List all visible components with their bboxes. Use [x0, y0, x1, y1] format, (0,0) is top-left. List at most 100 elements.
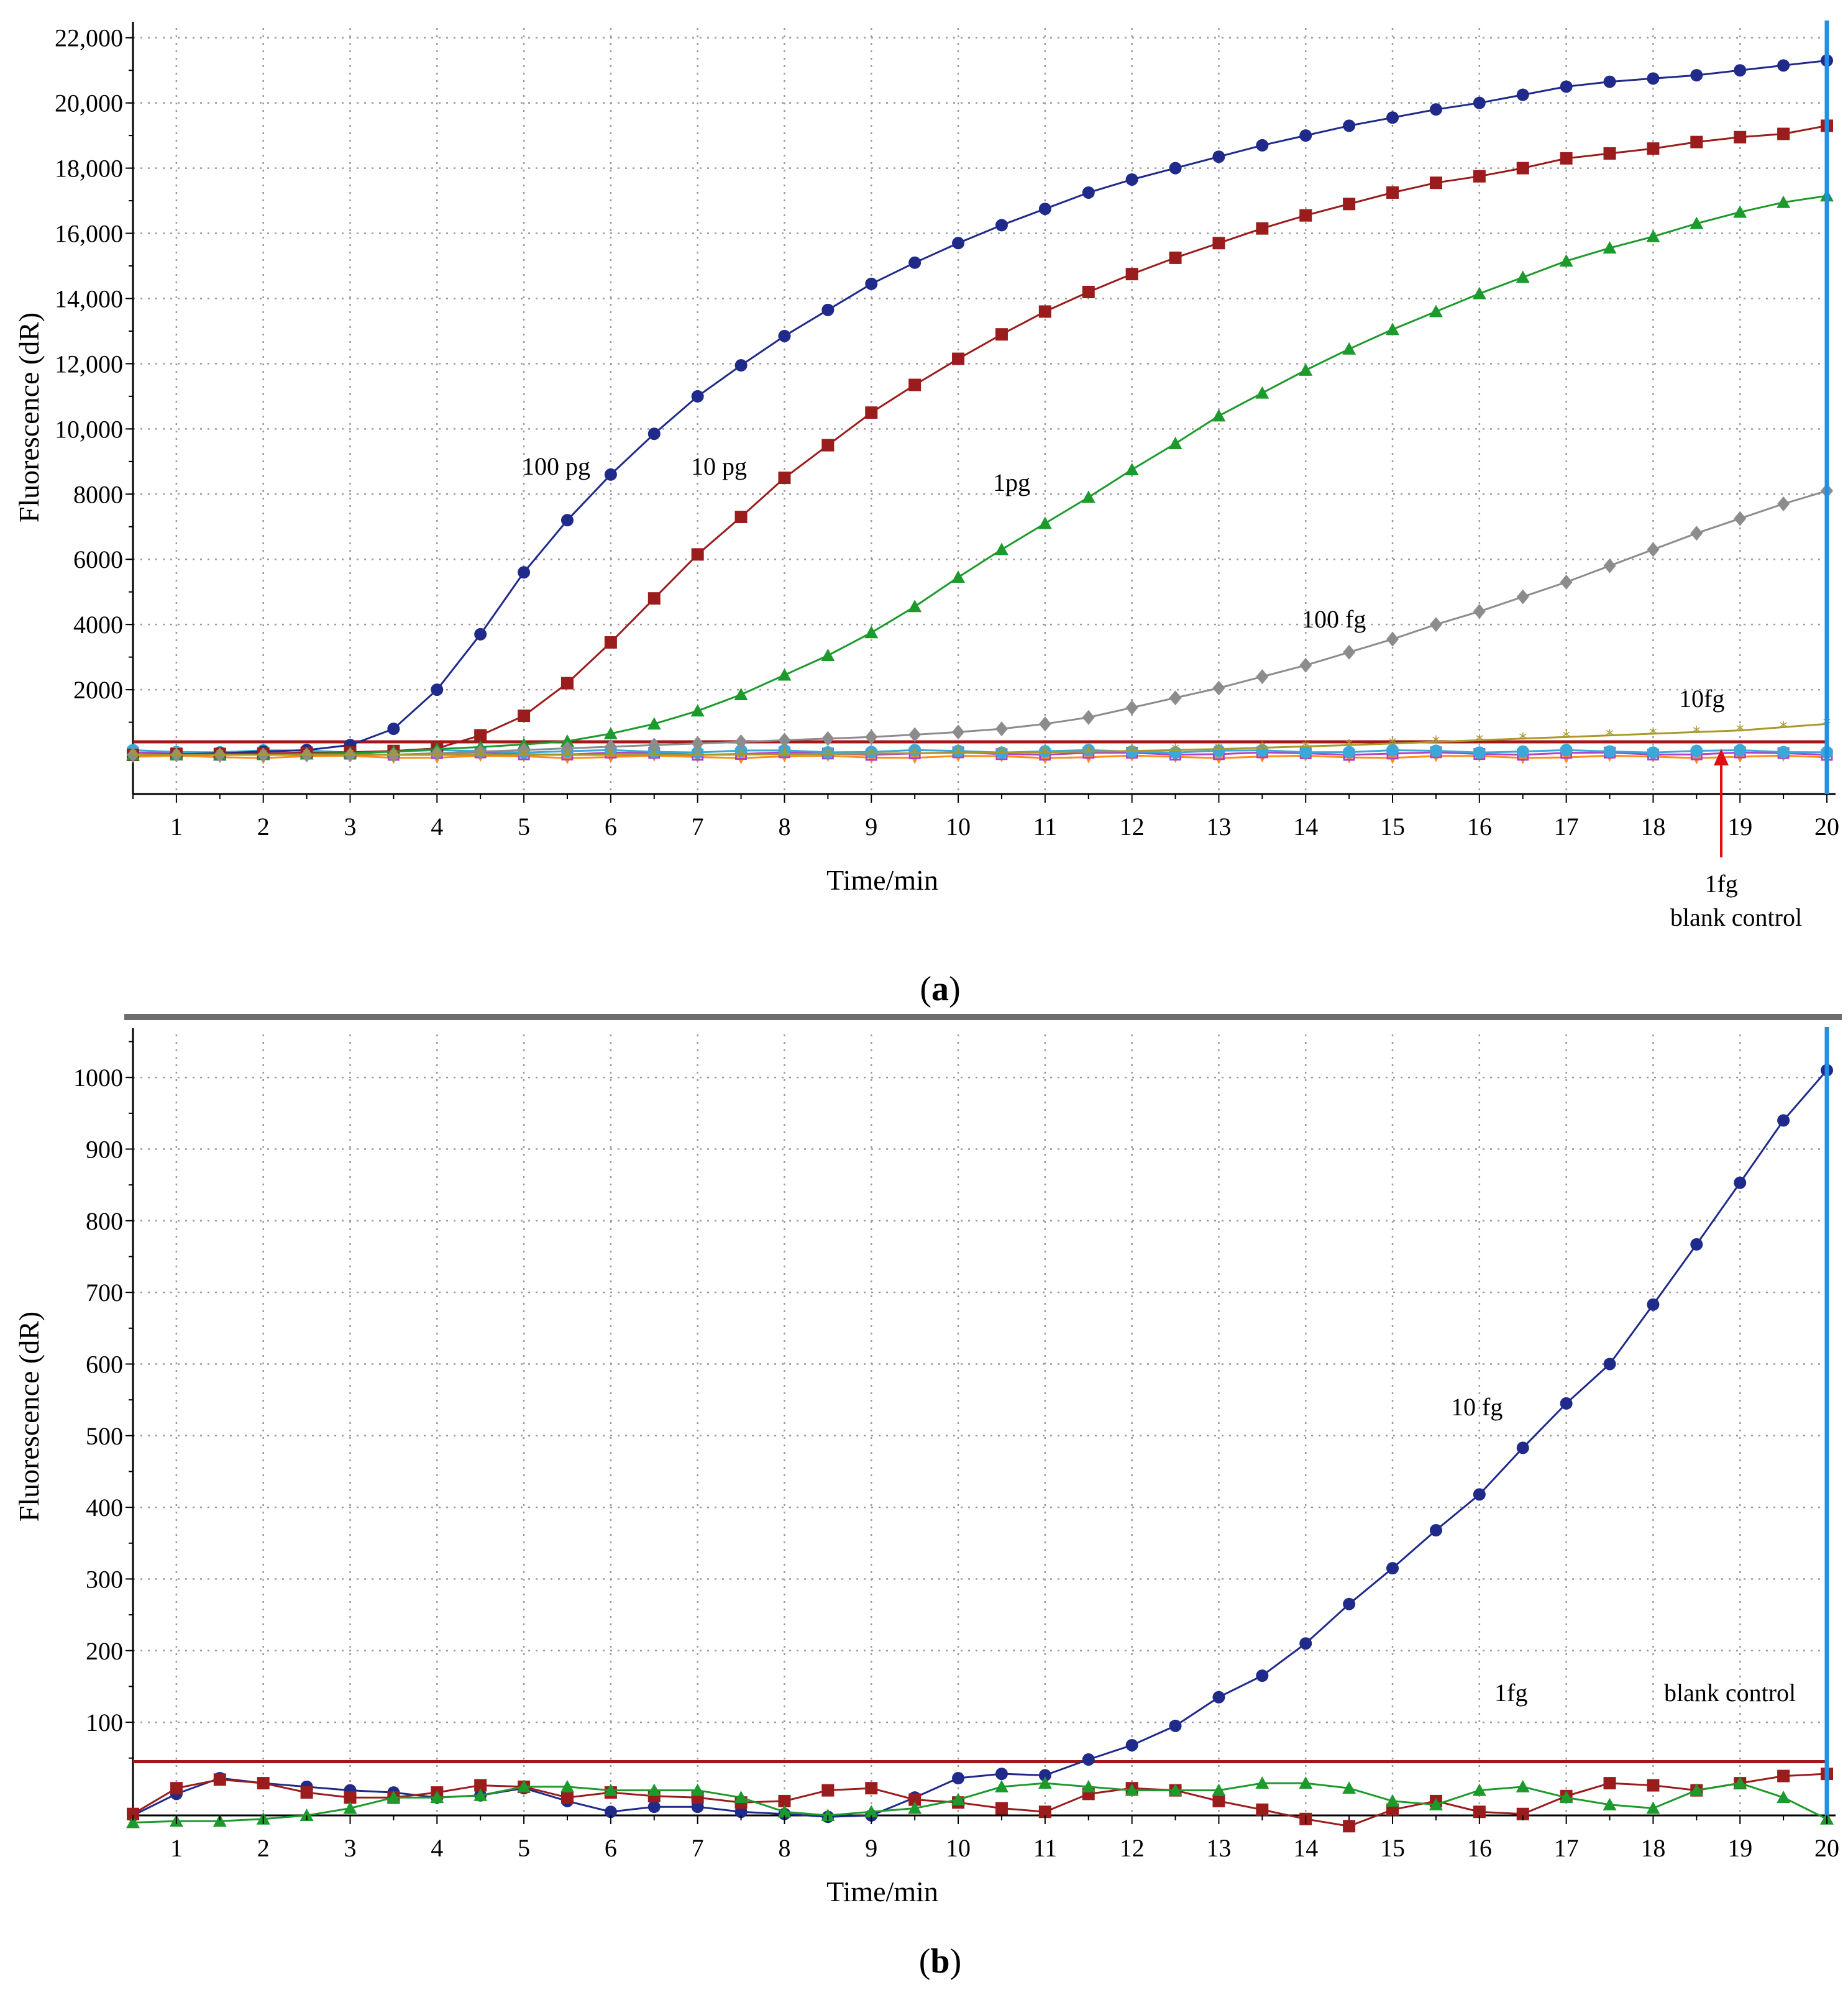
series-point-100-fg — [604, 739, 617, 754]
series-point-blank-control — [1429, 1797, 1443, 1810]
series-point-blank-control — [473, 1788, 488, 1801]
annotation-100fg: 100 fg — [1302, 605, 1366, 633]
series-point-10fg: * — [563, 746, 571, 765]
annotation-b-1fg: 1fg — [1494, 1679, 1527, 1707]
series-point-1pg — [1038, 516, 1052, 529]
chartb-xtick-label-1: 1 — [170, 1834, 183, 1862]
series-point-10-pg — [1777, 127, 1790, 140]
series-point-1pg — [734, 687, 748, 700]
series-point-10fg: * — [129, 746, 137, 765]
series-point-10-pg — [647, 592, 661, 605]
annotation-10pg: 10 pg — [691, 452, 747, 480]
chartb-xtick-label-9: 9 — [865, 1834, 877, 1862]
series-point-10fg: * — [1389, 735, 1397, 754]
series-point-1pg — [560, 734, 574, 747]
series-point-10fg: * — [650, 746, 658, 765]
series-point-10fg: * — [520, 746, 528, 765]
series-point-10fg: * — [477, 746, 485, 765]
series-point-100-fg — [995, 721, 1008, 737]
series-point-1pg — [1125, 462, 1139, 475]
series-point-100-pg — [691, 390, 704, 403]
series-point-10fg: * — [1519, 730, 1527, 749]
series-point-10fg: * — [1780, 718, 1788, 737]
series-point-10-pg — [1299, 209, 1312, 222]
panel-label-a: (a) — [920, 970, 960, 1008]
series-point-1pg — [647, 717, 661, 730]
series-point-1fg — [821, 1784, 835, 1797]
charta-xtick-label-19: 19 — [1727, 813, 1752, 841]
series-point-100-pg — [952, 237, 965, 250]
series-point-100-fg — [1256, 669, 1269, 685]
series-point-blank-control — [1690, 1783, 1704, 1796]
series-point-100-pg — [1560, 80, 1573, 93]
series-point-10-fg — [995, 1768, 1008, 1781]
series-point-1fg-2 — [952, 744, 965, 757]
series-point-10-pg — [691, 548, 704, 561]
series-point-blank-control — [1777, 1791, 1791, 1804]
charta-ytick-label-2000: 2000 — [73, 676, 123, 704]
series-point-100-fg — [1125, 700, 1138, 715]
chart-b-annotations: 10 fg 1fg blank control — [1451, 1393, 1796, 1707]
series-point-1pg — [1429, 304, 1443, 317]
series-point-100-fg — [1777, 496, 1790, 512]
series-point-blank-control — [1168, 1783, 1182, 1796]
series-point-100-fg — [821, 731, 835, 746]
series-point-100-pg — [995, 219, 1008, 232]
series-point-blank-control — [1603, 1797, 1617, 1810]
series-point-100-fg — [1082, 710, 1095, 725]
charta-xtick-label-20: 20 — [1814, 813, 1839, 841]
series-point-10fg: * — [1562, 728, 1570, 747]
series-point-1fg-2 — [1212, 744, 1225, 757]
series-point-100-pg — [821, 303, 835, 316]
chartb-ytick-label-1000: 1000 — [73, 1064, 123, 1092]
series-point-1pg — [690, 704, 705, 717]
series-point-1pg — [1690, 216, 1704, 229]
series-point-blank-control — [126, 1815, 140, 1828]
annotation-blank-control: blank control — [1670, 903, 1802, 931]
series-point-1fg-2 — [1603, 745, 1616, 758]
series-point-10fg: * — [433, 746, 441, 765]
chartb-xtick-label-7: 7 — [692, 1834, 704, 1862]
series-point-10fg: * — [1432, 733, 1440, 752]
annotation-b-blank-control: blank control — [1664, 1679, 1796, 1707]
charta-xtick-label-16: 16 — [1467, 813, 1492, 841]
series-point-10-fg — [1169, 1719, 1182, 1732]
series-point-blank-control — [1516, 1779, 1530, 1792]
chartb-xtick-label-6: 6 — [605, 1834, 617, 1862]
series-point-10-fg — [1125, 1738, 1138, 1751]
panel-divider — [124, 1014, 1842, 1020]
series-point-1pg — [994, 542, 1009, 555]
series-line-1fg — [132, 1773, 1827, 1827]
series-point-1fg-2 — [1647, 746, 1660, 759]
series-point-1fg — [1473, 1805, 1486, 1819]
series-point-blank-control — [517, 1779, 531, 1792]
series-point-10-pg — [821, 439, 835, 452]
series-point-10fg: * — [1649, 725, 1657, 744]
series-point-100-fg — [1647, 542, 1660, 557]
series-point-10-fg — [1082, 1753, 1095, 1766]
series-point-1pg — [1516, 270, 1530, 283]
series-point-100-pg — [1690, 69, 1703, 82]
series-point-blank-control — [864, 1805, 879, 1818]
chart-a-annotations: 100 pg 10 pg 1pg 100 fg 10fg 1fg blank c… — [522, 452, 1802, 931]
series-point-10-pg — [474, 729, 487, 742]
series-point-1fg — [778, 1794, 791, 1807]
series-point-1fg-2 — [1038, 745, 1051, 758]
series-point-1fg — [1516, 1807, 1529, 1820]
series-point-blank-control — [690, 1783, 705, 1796]
chartb-ytick-label-300: 300 — [86, 1565, 123, 1593]
series-point-100-pg — [734, 359, 748, 372]
series-point-10fg: * — [259, 746, 267, 765]
series-point-10-fg — [952, 1772, 965, 1785]
series-point-10-pg — [1125, 268, 1138, 281]
series-point-100-fg — [1516, 589, 1529, 605]
series-point-100-pg — [560, 514, 574, 527]
series-point-10fg: * — [867, 745, 876, 764]
series-point-10fg: * — [390, 746, 398, 765]
series-point-blank-control — [951, 1792, 966, 1805]
series-point-10fg: * — [1693, 723, 1701, 742]
series-point-1pg — [908, 600, 922, 613]
chartb-ytick-label-900: 900 — [86, 1136, 123, 1164]
series-point-blank-control — [1733, 1776, 1747, 1789]
series-point-10fg: * — [1215, 741, 1223, 759]
